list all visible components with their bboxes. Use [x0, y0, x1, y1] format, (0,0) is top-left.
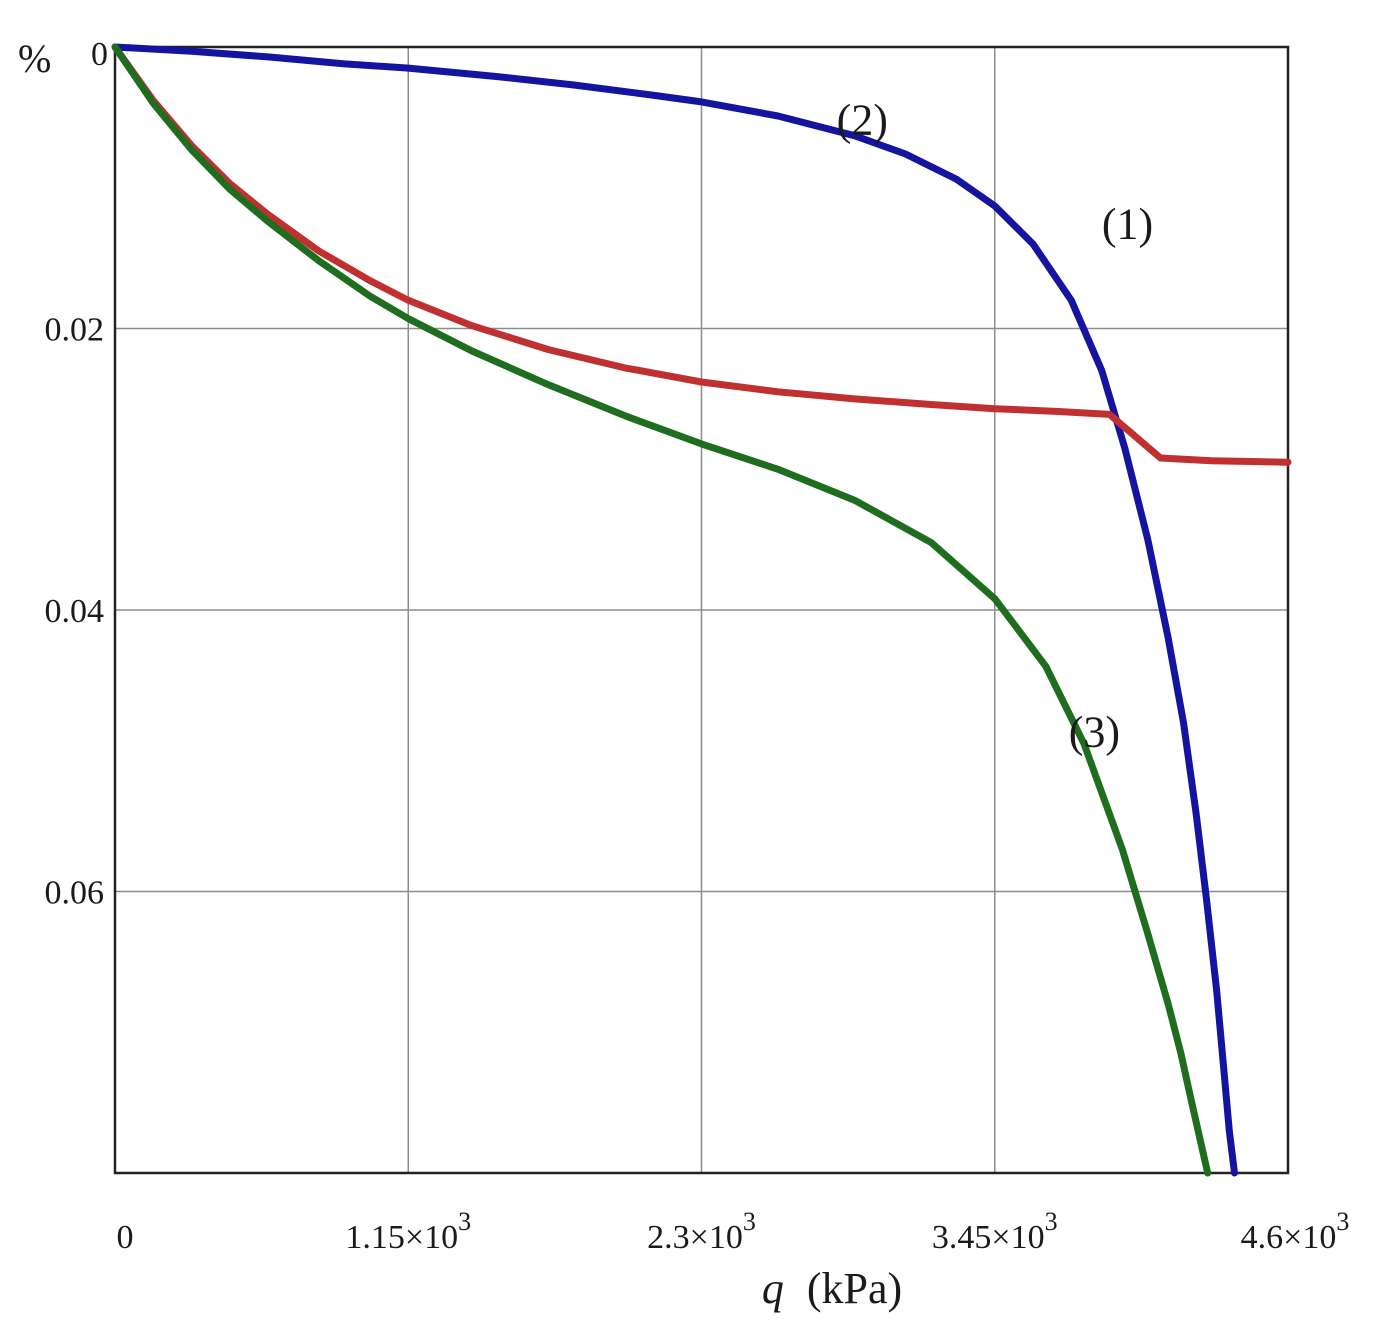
y-axis-unit-label: %	[18, 36, 51, 81]
y-tick-label-3: 0.06	[45, 875, 105, 912]
curve-labels: (1) (2) (3)	[837, 95, 1154, 756]
x-axis-title: q (kPa)	[762, 1264, 902, 1313]
x-tick-labels: 0 1.15×103 2.3×103 3.45×103 4.6×103	[117, 1207, 1350, 1256]
x-tick-label-1: 1.15×103	[345, 1207, 471, 1256]
series-label-1: (1)	[1102, 199, 1153, 248]
series-label-3: (3)	[1069, 708, 1120, 757]
series-line-2	[111, 43, 1292, 466]
plot-area-frame	[113, 45, 1290, 1175]
x-axis-variable: q	[762, 1264, 784, 1313]
series-label-2: (2)	[837, 95, 888, 144]
y-tick-label-0: 0	[91, 36, 108, 73]
series-line-3	[111, 43, 1212, 1177]
series-lines	[111, 43, 1292, 1177]
x-tick-label-3: 3.45×103	[932, 1207, 1058, 1256]
x-tick-label-0: 0	[117, 1219, 134, 1256]
x-tick-label-2: 2.3×103	[647, 1207, 756, 1256]
y-tick-label-2: 0.04	[45, 593, 105, 630]
x-axis-unit: (kPa)	[807, 1264, 902, 1313]
y-tick-label-1: 0.02	[45, 312, 105, 349]
grid-lines	[115, 47, 1288, 1173]
y-tick-labels: 0 0.02 0.04 0.06	[45, 36, 109, 912]
series-line-1	[111, 43, 1238, 1177]
x-tick-label-4: 4.6×103	[1241, 1207, 1350, 1256]
